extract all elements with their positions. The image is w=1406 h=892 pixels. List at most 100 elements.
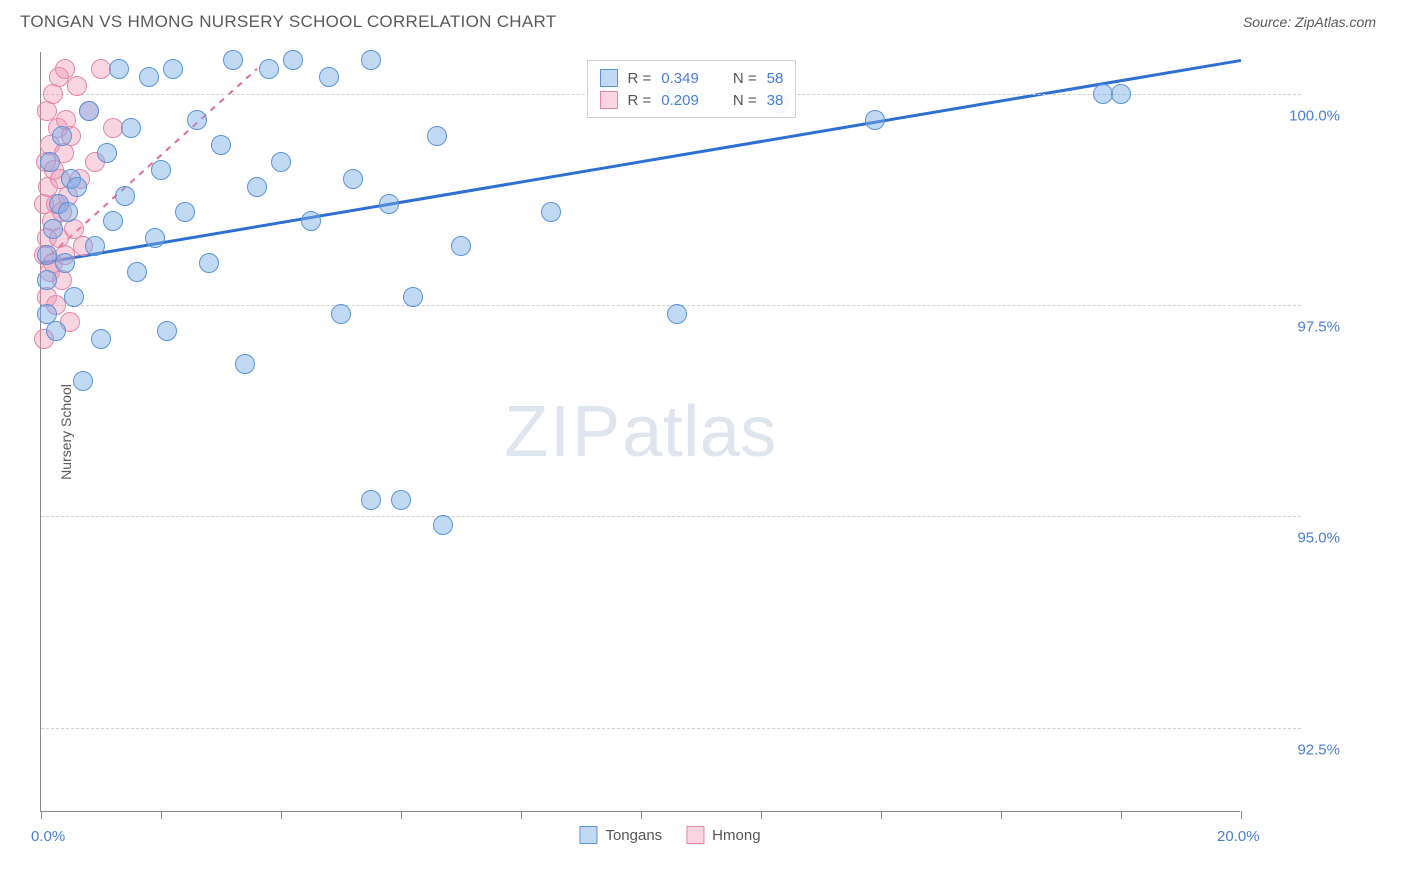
x-tick: [761, 811, 762, 819]
swatch-tongans: [579, 826, 597, 844]
tongans-point: [52, 126, 72, 146]
tongans-point: [67, 177, 87, 197]
legend-label-hmong: Hmong: [712, 827, 760, 844]
tongans-point: [319, 67, 339, 87]
tongans-point: [58, 202, 78, 222]
stat-n-value: 58: [767, 70, 784, 87]
hmong-point: [91, 59, 111, 79]
stat-n-value: 38: [767, 92, 784, 109]
y-tick-label: 92.5%: [1250, 741, 1340, 758]
x-tick: [41, 811, 42, 819]
x-tick: [1241, 811, 1242, 819]
stat-r-value: 0.349: [661, 70, 699, 87]
tongans-point: [391, 490, 411, 510]
swatch-hmong: [600, 91, 618, 109]
chart-area: Nursery School ZIPatlas 92.5%95.0%97.5%1…: [40, 52, 1300, 812]
stat-n-label: N =: [733, 92, 757, 109]
tongans-point: [379, 194, 399, 214]
tongans-point: [127, 262, 147, 282]
tongans-point: [157, 321, 177, 341]
watermark: ZIPatlas: [504, 391, 777, 473]
tongans-point: [361, 50, 381, 70]
x-tick: [401, 811, 402, 819]
tongans-point: [40, 152, 60, 172]
stat-r-label: R =: [628, 70, 652, 87]
tongans-point: [403, 287, 423, 307]
x-tick-label: 20.0%: [1217, 828, 1260, 845]
tongans-point: [247, 177, 267, 197]
tongans-point: [223, 50, 243, 70]
tongans-point: [37, 245, 57, 265]
tongans-point: [235, 354, 255, 374]
tongans-point: [199, 253, 219, 273]
tongans-point: [433, 515, 453, 535]
tongans-point: [73, 371, 93, 391]
y-tick-label: 100.0%: [1250, 108, 1340, 125]
tongans-point: [109, 59, 129, 79]
tongans-point: [667, 304, 687, 324]
tongans-point: [151, 160, 171, 180]
tongans-point: [46, 321, 66, 341]
x-tick: [161, 811, 162, 819]
correlation-stats-box: R = 0.349 N = 58 R = 0.209 N = 38: [587, 60, 797, 118]
tongans-point: [37, 270, 57, 290]
gridline: [41, 516, 1301, 517]
x-tick: [641, 811, 642, 819]
hmong-point: [103, 118, 123, 138]
stat-r-value: 0.209: [661, 92, 699, 109]
swatch-tongans: [600, 69, 618, 87]
x-tick: [881, 811, 882, 819]
legend-label-tongans: Tongans: [605, 827, 662, 844]
x-tick: [521, 811, 522, 819]
tongans-point: [85, 236, 105, 256]
stats-row-tongans: R = 0.349 N = 58: [600, 67, 784, 89]
stats-row-hmong: R = 0.209 N = 38: [600, 89, 784, 111]
chart-title: TONGAN VS HMONG NURSERY SCHOOL CORRELATI…: [20, 12, 556, 32]
y-tick-label: 97.5%: [1250, 319, 1340, 336]
tongans-point: [79, 101, 99, 121]
tongans-point: [187, 110, 207, 130]
tongans-point: [121, 118, 141, 138]
stat-r-label: R =: [628, 92, 652, 109]
source-attribution: Source: ZipAtlas.com: [1243, 14, 1376, 30]
tongans-point: [115, 186, 135, 206]
tongans-point: [301, 211, 321, 231]
tongans-point: [451, 236, 471, 256]
x-tick: [281, 811, 282, 819]
tongans-point: [97, 143, 117, 163]
tongans-point: [331, 304, 351, 324]
legend-item-tongans: Tongans: [579, 826, 662, 844]
tongans-point: [163, 59, 183, 79]
tongans-point: [175, 202, 195, 222]
plot-region: ZIPatlas 92.5%95.0%97.5%100.0%0.0%20.0%R…: [40, 52, 1240, 812]
bottom-legend: Tongans Hmong: [579, 826, 760, 844]
trend-lines-layer: [41, 52, 1240, 811]
tongans-point: [541, 202, 561, 222]
tongans-point: [361, 490, 381, 510]
tongans-point: [271, 152, 291, 172]
tongans-point: [139, 67, 159, 87]
hmong-point: [67, 76, 87, 96]
tongans-point: [103, 211, 123, 231]
tongans-point: [64, 287, 84, 307]
tongans-point: [43, 219, 63, 239]
x-tick: [1121, 811, 1122, 819]
tongans-point: [427, 126, 447, 146]
tongans-point: [865, 110, 885, 130]
tongans-point: [55, 253, 75, 273]
tongans-point: [259, 59, 279, 79]
x-tick: [1001, 811, 1002, 819]
x-tick-label: 0.0%: [31, 828, 65, 845]
tongans-point: [283, 50, 303, 70]
tongans-point: [343, 169, 363, 189]
tongans-point: [211, 135, 231, 155]
y-tick-label: 95.0%: [1250, 530, 1340, 547]
tongans-point: [1111, 84, 1131, 104]
swatch-hmong: [686, 826, 704, 844]
stat-n-label: N =: [733, 70, 757, 87]
tongans-point: [91, 329, 111, 349]
tongans-point: [145, 228, 165, 248]
gridline: [41, 728, 1301, 729]
tongans-point: [1093, 84, 1113, 104]
chart-header: TONGAN VS HMONG NURSERY SCHOOL CORRELATI…: [0, 0, 1406, 42]
